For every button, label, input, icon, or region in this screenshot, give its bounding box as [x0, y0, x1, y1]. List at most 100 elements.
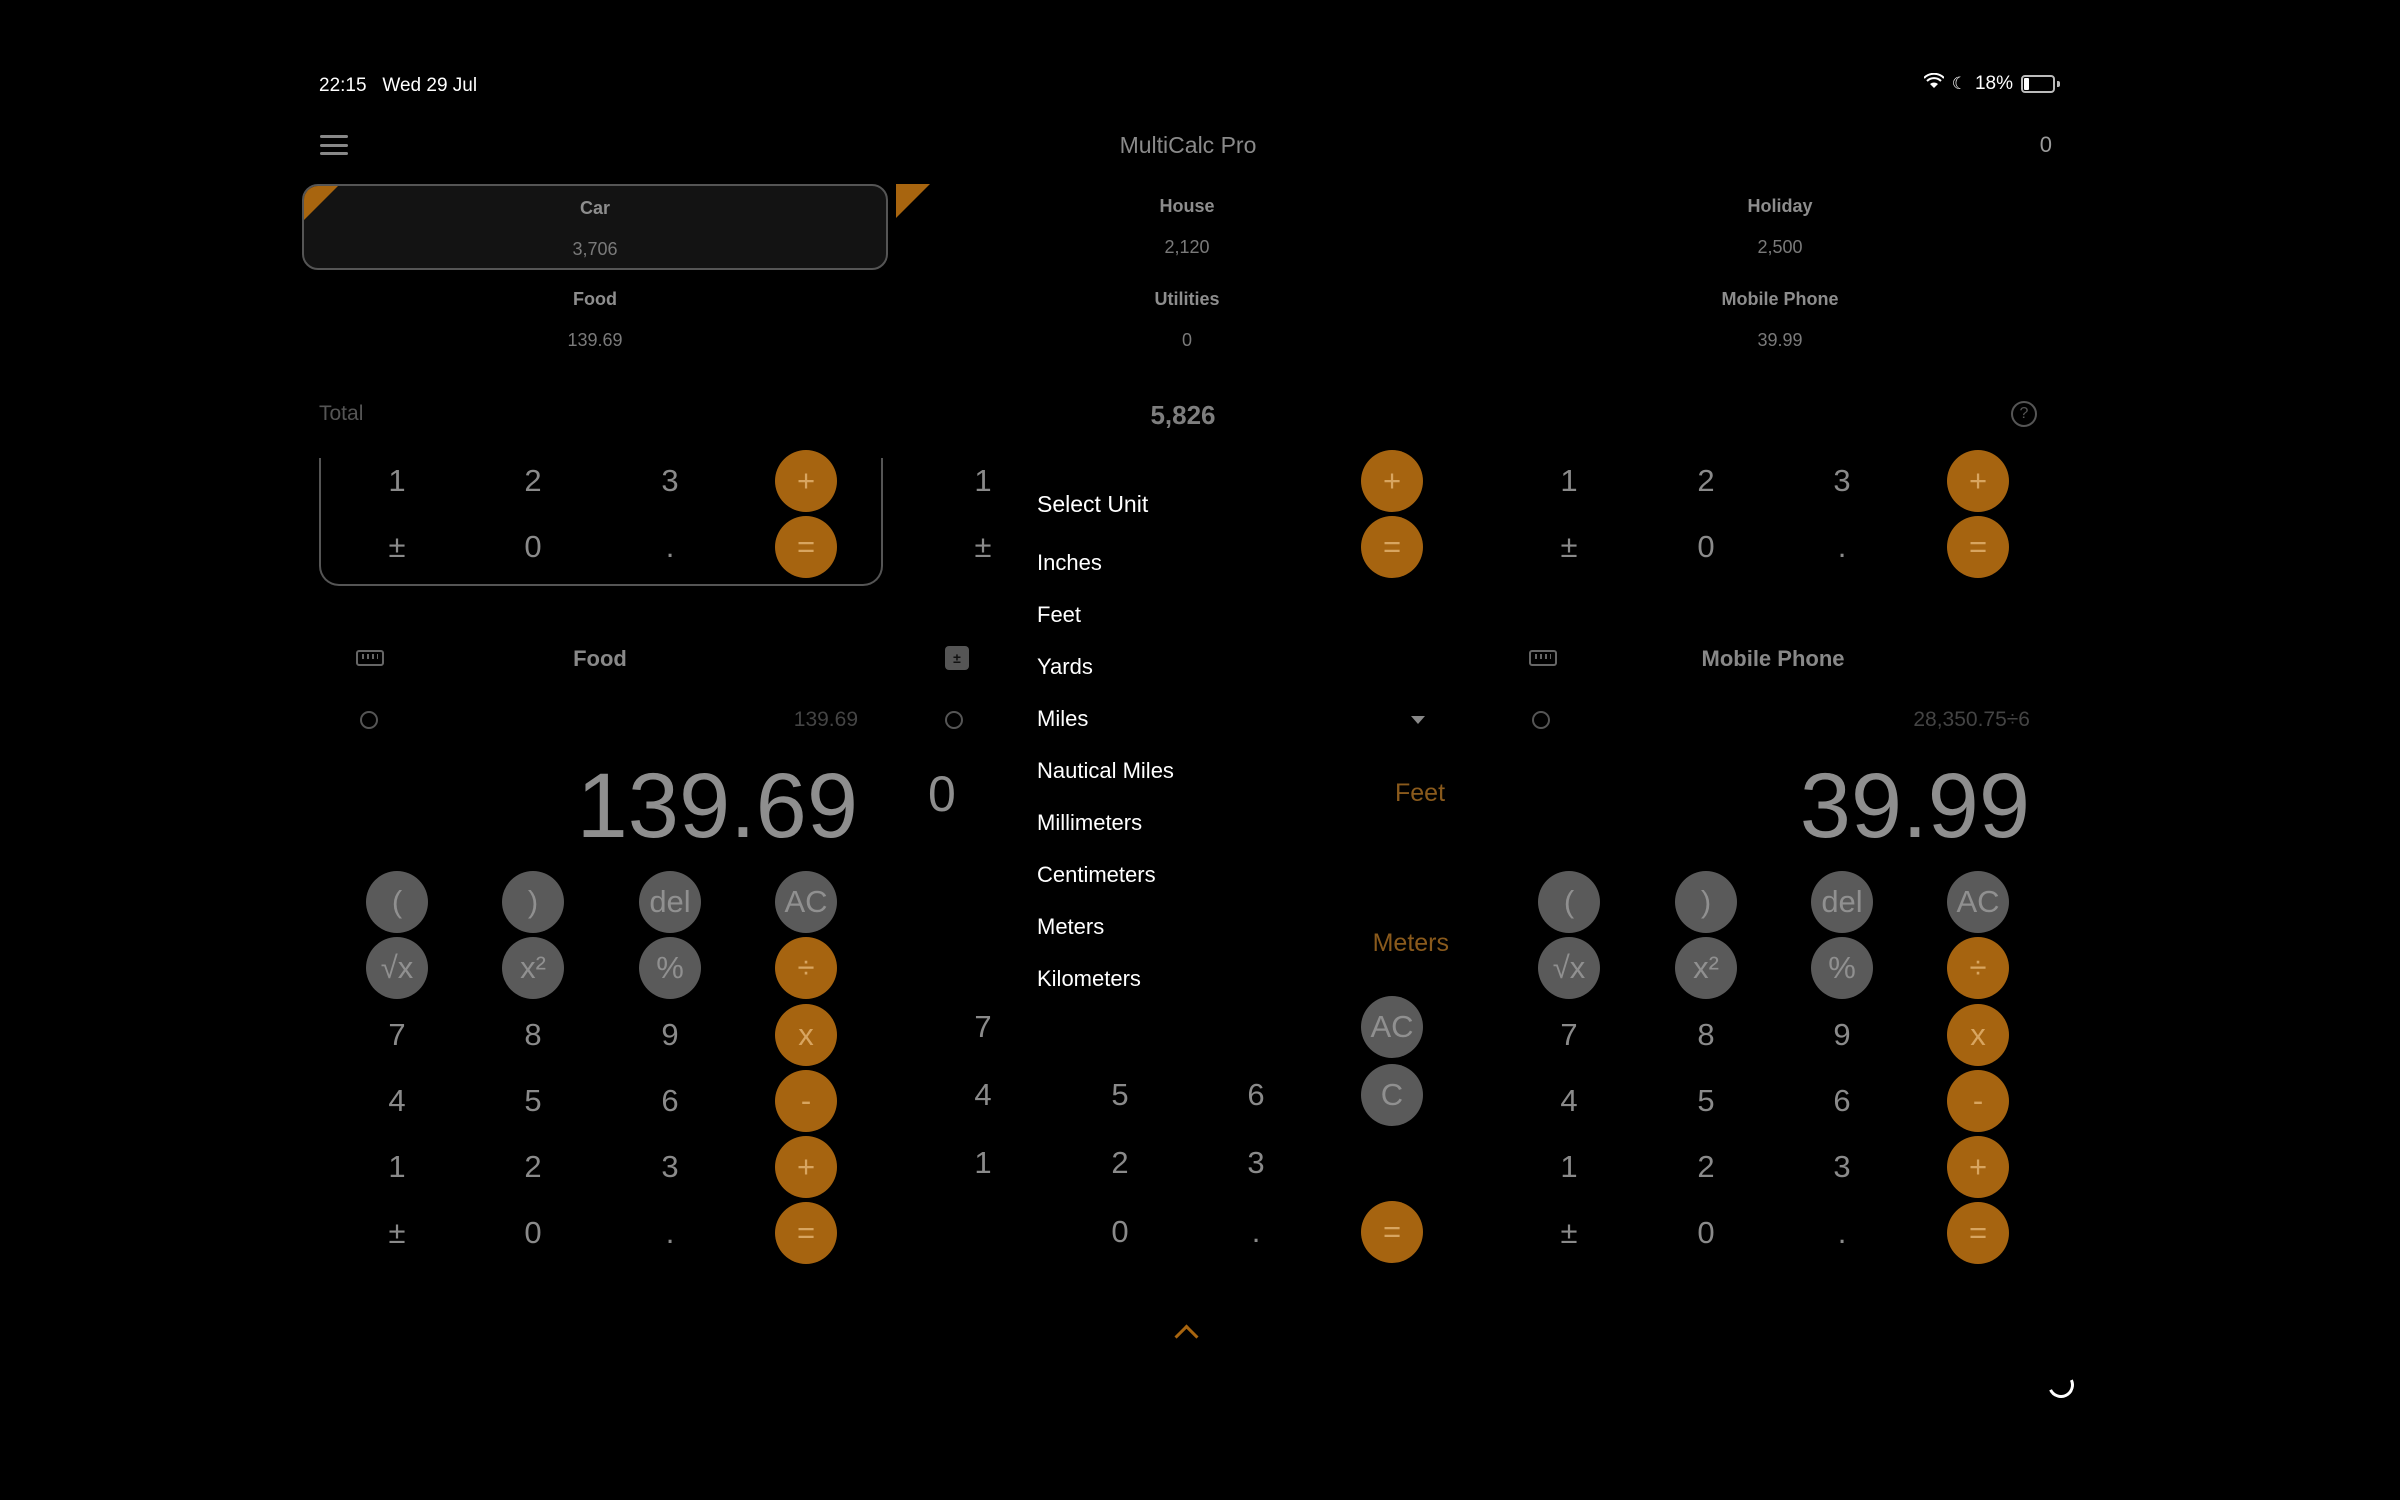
ruler-icon[interactable]	[1529, 650, 1557, 666]
key-5[interactable]: 5	[1697, 1083, 1715, 1118]
key-dot[interactable]: .	[665, 1215, 675, 1250]
calculator-icon[interactable]: ±	[945, 646, 969, 670]
key-0[interactable]: 0	[524, 1215, 542, 1250]
key-close-paren[interactable]: )	[1675, 871, 1737, 933]
key-9[interactable]: 9	[1833, 1017, 1851, 1052]
key-0[interactable]: 0	[1697, 529, 1715, 564]
key-clear[interactable]: C	[1361, 1064, 1423, 1126]
key-plus-minus[interactable]: ±	[1560, 1215, 1578, 1250]
key-dot[interactable]: .	[1837, 1215, 1847, 1250]
key-1[interactable]: 1	[1560, 463, 1578, 498]
key-7[interactable]: 7	[974, 1009, 992, 1044]
key-1[interactable]: 1	[974, 463, 992, 498]
key-1[interactable]: 1	[974, 1145, 992, 1180]
key-equals[interactable]: =	[1947, 1202, 2009, 1264]
tile-food[interactable]: Food 139.69	[302, 277, 888, 363]
key-ac[interactable]: AC	[1361, 996, 1423, 1058]
ruler-icon[interactable]	[356, 650, 384, 666]
key-5[interactable]: 5	[1111, 1077, 1129, 1112]
help-icon[interactable]: ?	[2011, 401, 2037, 427]
key-plus-minus[interactable]: ±	[388, 529, 406, 564]
key-del[interactable]: del	[1811, 871, 1873, 933]
unit-option-nautical-miles[interactable]: Nautical Miles	[1037, 758, 1174, 783]
key-2[interactable]: 2	[1697, 1149, 1715, 1184]
key-plus-minus[interactable]: ±	[1560, 529, 1578, 564]
unit-to-label[interactable]: Meters	[1372, 929, 1449, 957]
unit-option-inches[interactable]: Inches	[1037, 550, 1102, 575]
key-plus[interactable]: +	[1947, 1136, 2009, 1198]
key-equals[interactable]: =	[775, 1202, 837, 1264]
key-2[interactable]: 2	[1697, 463, 1715, 498]
key-ac[interactable]: AC	[1947, 871, 2009, 933]
key-4[interactable]: 4	[974, 1077, 992, 1112]
key-0[interactable]: 0	[1697, 1215, 1715, 1250]
key-open-paren[interactable]: (	[366, 871, 428, 933]
key-3[interactable]: 3	[1247, 1145, 1265, 1180]
key-7[interactable]: 7	[388, 1017, 406, 1052]
unit-option-meters[interactable]: Meters	[1037, 914, 1105, 939]
key-2[interactable]: 2	[1111, 1145, 1129, 1180]
history-icon[interactable]	[1532, 711, 1550, 729]
key-del[interactable]: del	[639, 871, 701, 933]
history-icon[interactable]	[360, 711, 378, 729]
key-multiply[interactable]: x	[775, 1004, 837, 1066]
unit-option-centimeters[interactable]: Centimeters	[1037, 862, 1156, 887]
key-plus[interactable]: +	[775, 1136, 837, 1198]
menu-icon[interactable]	[320, 135, 348, 155]
key-2[interactable]: 2	[524, 463, 542, 498]
key-equals[interactable]: =	[1361, 1201, 1423, 1263]
tile-house[interactable]: House 2,120	[894, 184, 1480, 270]
key-6[interactable]: 6	[1833, 1083, 1851, 1118]
tile-car[interactable]: Car 3,706	[302, 184, 888, 270]
key-divide[interactable]: ÷	[775, 937, 837, 999]
key-plus-minus[interactable]: ±	[388, 1215, 406, 1250]
key-sqrt[interactable]: √x	[366, 937, 428, 999]
key-percent[interactable]: %	[639, 937, 701, 999]
tile-utilities[interactable]: Utilities 0	[894, 277, 1480, 363]
key-3[interactable]: 3	[1833, 1149, 1851, 1184]
key-dot[interactable]: .	[1837, 529, 1847, 564]
key-6[interactable]: 6	[1247, 1077, 1265, 1112]
key-8[interactable]: 8	[524, 1017, 542, 1052]
key-1[interactable]: 1	[388, 1149, 406, 1184]
key-3[interactable]: 3	[661, 463, 679, 498]
tile-holiday[interactable]: Holiday 2,500	[1487, 184, 2073, 270]
key-square[interactable]: x²	[502, 937, 564, 999]
key-4[interactable]: 4	[388, 1083, 406, 1118]
key-open-paren[interactable]: (	[1538, 871, 1600, 933]
unit-from-label[interactable]: Feet	[1395, 779, 1446, 807]
key-9[interactable]: 9	[661, 1017, 679, 1052]
key-equals[interactable]: =	[775, 516, 837, 578]
key-1[interactable]: 1	[1560, 1149, 1578, 1184]
key-7[interactable]: 7	[1560, 1017, 1578, 1052]
history-icon[interactable]	[945, 711, 963, 729]
unit-option-yards[interactable]: Yards	[1037, 654, 1093, 679]
dropdown-arrow-icon[interactable]	[1411, 716, 1425, 724]
key-close-paren[interactable]: )	[502, 871, 564, 933]
key-8[interactable]: 8	[1697, 1017, 1715, 1052]
key-plus[interactable]: +	[1947, 450, 2009, 512]
key-3[interactable]: 3	[661, 1149, 679, 1184]
key-plus[interactable]: +	[775, 450, 837, 512]
key-percent[interactable]: %	[1811, 937, 1873, 999]
key-4[interactable]: 4	[1560, 1083, 1578, 1118]
key-sqrt[interactable]: √x	[1538, 937, 1600, 999]
tile-mobile-phone[interactable]: Mobile Phone 39.99	[1487, 277, 2073, 363]
key-ac[interactable]: AC	[775, 871, 837, 933]
key-1[interactable]: 1	[388, 463, 406, 498]
unit-option-kilometers[interactable]: Kilometers	[1037, 966, 1141, 991]
key-minus[interactable]: -	[775, 1070, 837, 1132]
key-0[interactable]: 0	[1111, 1214, 1129, 1249]
unit-option-millimeters[interactable]: Millimeters	[1037, 810, 1143, 835]
key-multiply[interactable]: x	[1947, 1004, 2009, 1066]
key-2[interactable]: 2	[524, 1149, 542, 1184]
key-dot[interactable]: .	[1251, 1214, 1261, 1249]
chevron-up-icon[interactable]	[1174, 1324, 1199, 1349]
key-3[interactable]: 3	[1833, 463, 1851, 498]
unit-option-miles[interactable]: Miles	[1037, 706, 1089, 731]
key-minus[interactable]: -	[1947, 1070, 2009, 1132]
key-plus[interactable]: +	[1361, 450, 1423, 512]
unit-option-feet[interactable]: Feet	[1037, 602, 1082, 627]
key-5[interactable]: 5	[524, 1083, 542, 1118]
key-6[interactable]: 6	[661, 1083, 679, 1118]
